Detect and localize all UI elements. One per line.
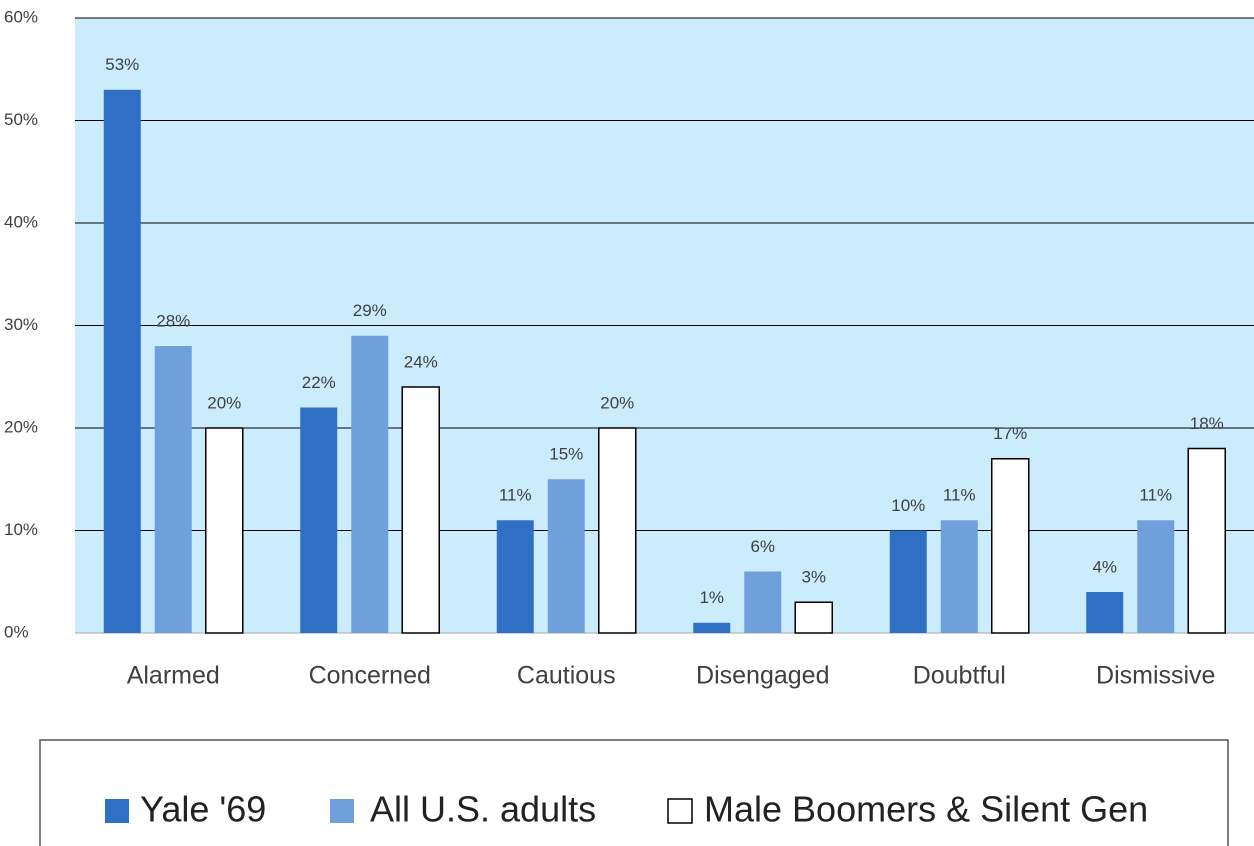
- bar: [794, 601, 833, 634]
- y-tick-label: 60%: [4, 7, 38, 26]
- bar: [991, 458, 1030, 634]
- legend-swatch: [330, 799, 354, 823]
- x-tick-label: Concerned: [309, 662, 431, 690]
- legend-label: Yale '69: [140, 789, 266, 830]
- bar: [103, 89, 141, 633]
- bar: [547, 479, 585, 633]
- legend-box: [39, 739, 1229, 846]
- legend-label: Male Boomers & Silent Gen: [704, 789, 1148, 830]
- value-label: 11%: [1139, 486, 1172, 505]
- value-label: 10%: [891, 496, 925, 515]
- y-tick-label: 30%: [4, 315, 38, 334]
- value-label: 29%: [353, 301, 387, 320]
- value-label: 24%: [404, 352, 438, 371]
- value-label: 11%: [499, 486, 532, 505]
- bar: [1187, 447, 1226, 634]
- bar: [300, 407, 338, 633]
- bar: [889, 530, 927, 633]
- bar: [496, 520, 534, 633]
- legend-label: All U.S. adults: [370, 789, 596, 830]
- value-label: 1%: [699, 588, 724, 607]
- bar: [940, 520, 978, 633]
- bar: [1137, 520, 1175, 633]
- bar: [205, 427, 244, 634]
- x-tick-label: Alarmed: [127, 662, 220, 690]
- y-tick-label: 50%: [4, 110, 38, 129]
- value-label: 53%: [105, 55, 139, 74]
- x-tick-label: Doubtful: [913, 662, 1006, 690]
- bar: [401, 386, 440, 634]
- bar: [744, 571, 782, 633]
- x-tick-label: Disengaged: [696, 662, 829, 690]
- bar: [693, 622, 731, 633]
- x-tick-label: Cautious: [517, 662, 616, 690]
- value-label: 17%: [993, 424, 1027, 443]
- value-label: 28%: [156, 311, 190, 330]
- bar: [351, 335, 389, 633]
- value-label: 22%: [302, 373, 336, 392]
- x-tick-label: Dismissive: [1096, 662, 1215, 690]
- value-label: 15%: [549, 445, 583, 464]
- y-tick-label: 20%: [4, 417, 38, 436]
- value-label: 20%: [600, 393, 634, 412]
- value-label: 18%: [1190, 414, 1224, 433]
- y-tick-label: 0%: [4, 622, 29, 641]
- bar: [598, 427, 637, 634]
- bar: [154, 346, 192, 633]
- y-tick-label: 10%: [4, 520, 38, 539]
- y-tick-label: 40%: [4, 212, 38, 231]
- value-label: 20%: [207, 393, 241, 412]
- value-label: 3%: [801, 568, 826, 587]
- legend-swatch: [105, 799, 129, 823]
- legend-swatch: [667, 798, 693, 824]
- bar: [1086, 592, 1124, 633]
- value-label: 11%: [943, 486, 976, 505]
- value-label: 6%: [750, 537, 775, 556]
- value-label: 4%: [1092, 557, 1117, 576]
